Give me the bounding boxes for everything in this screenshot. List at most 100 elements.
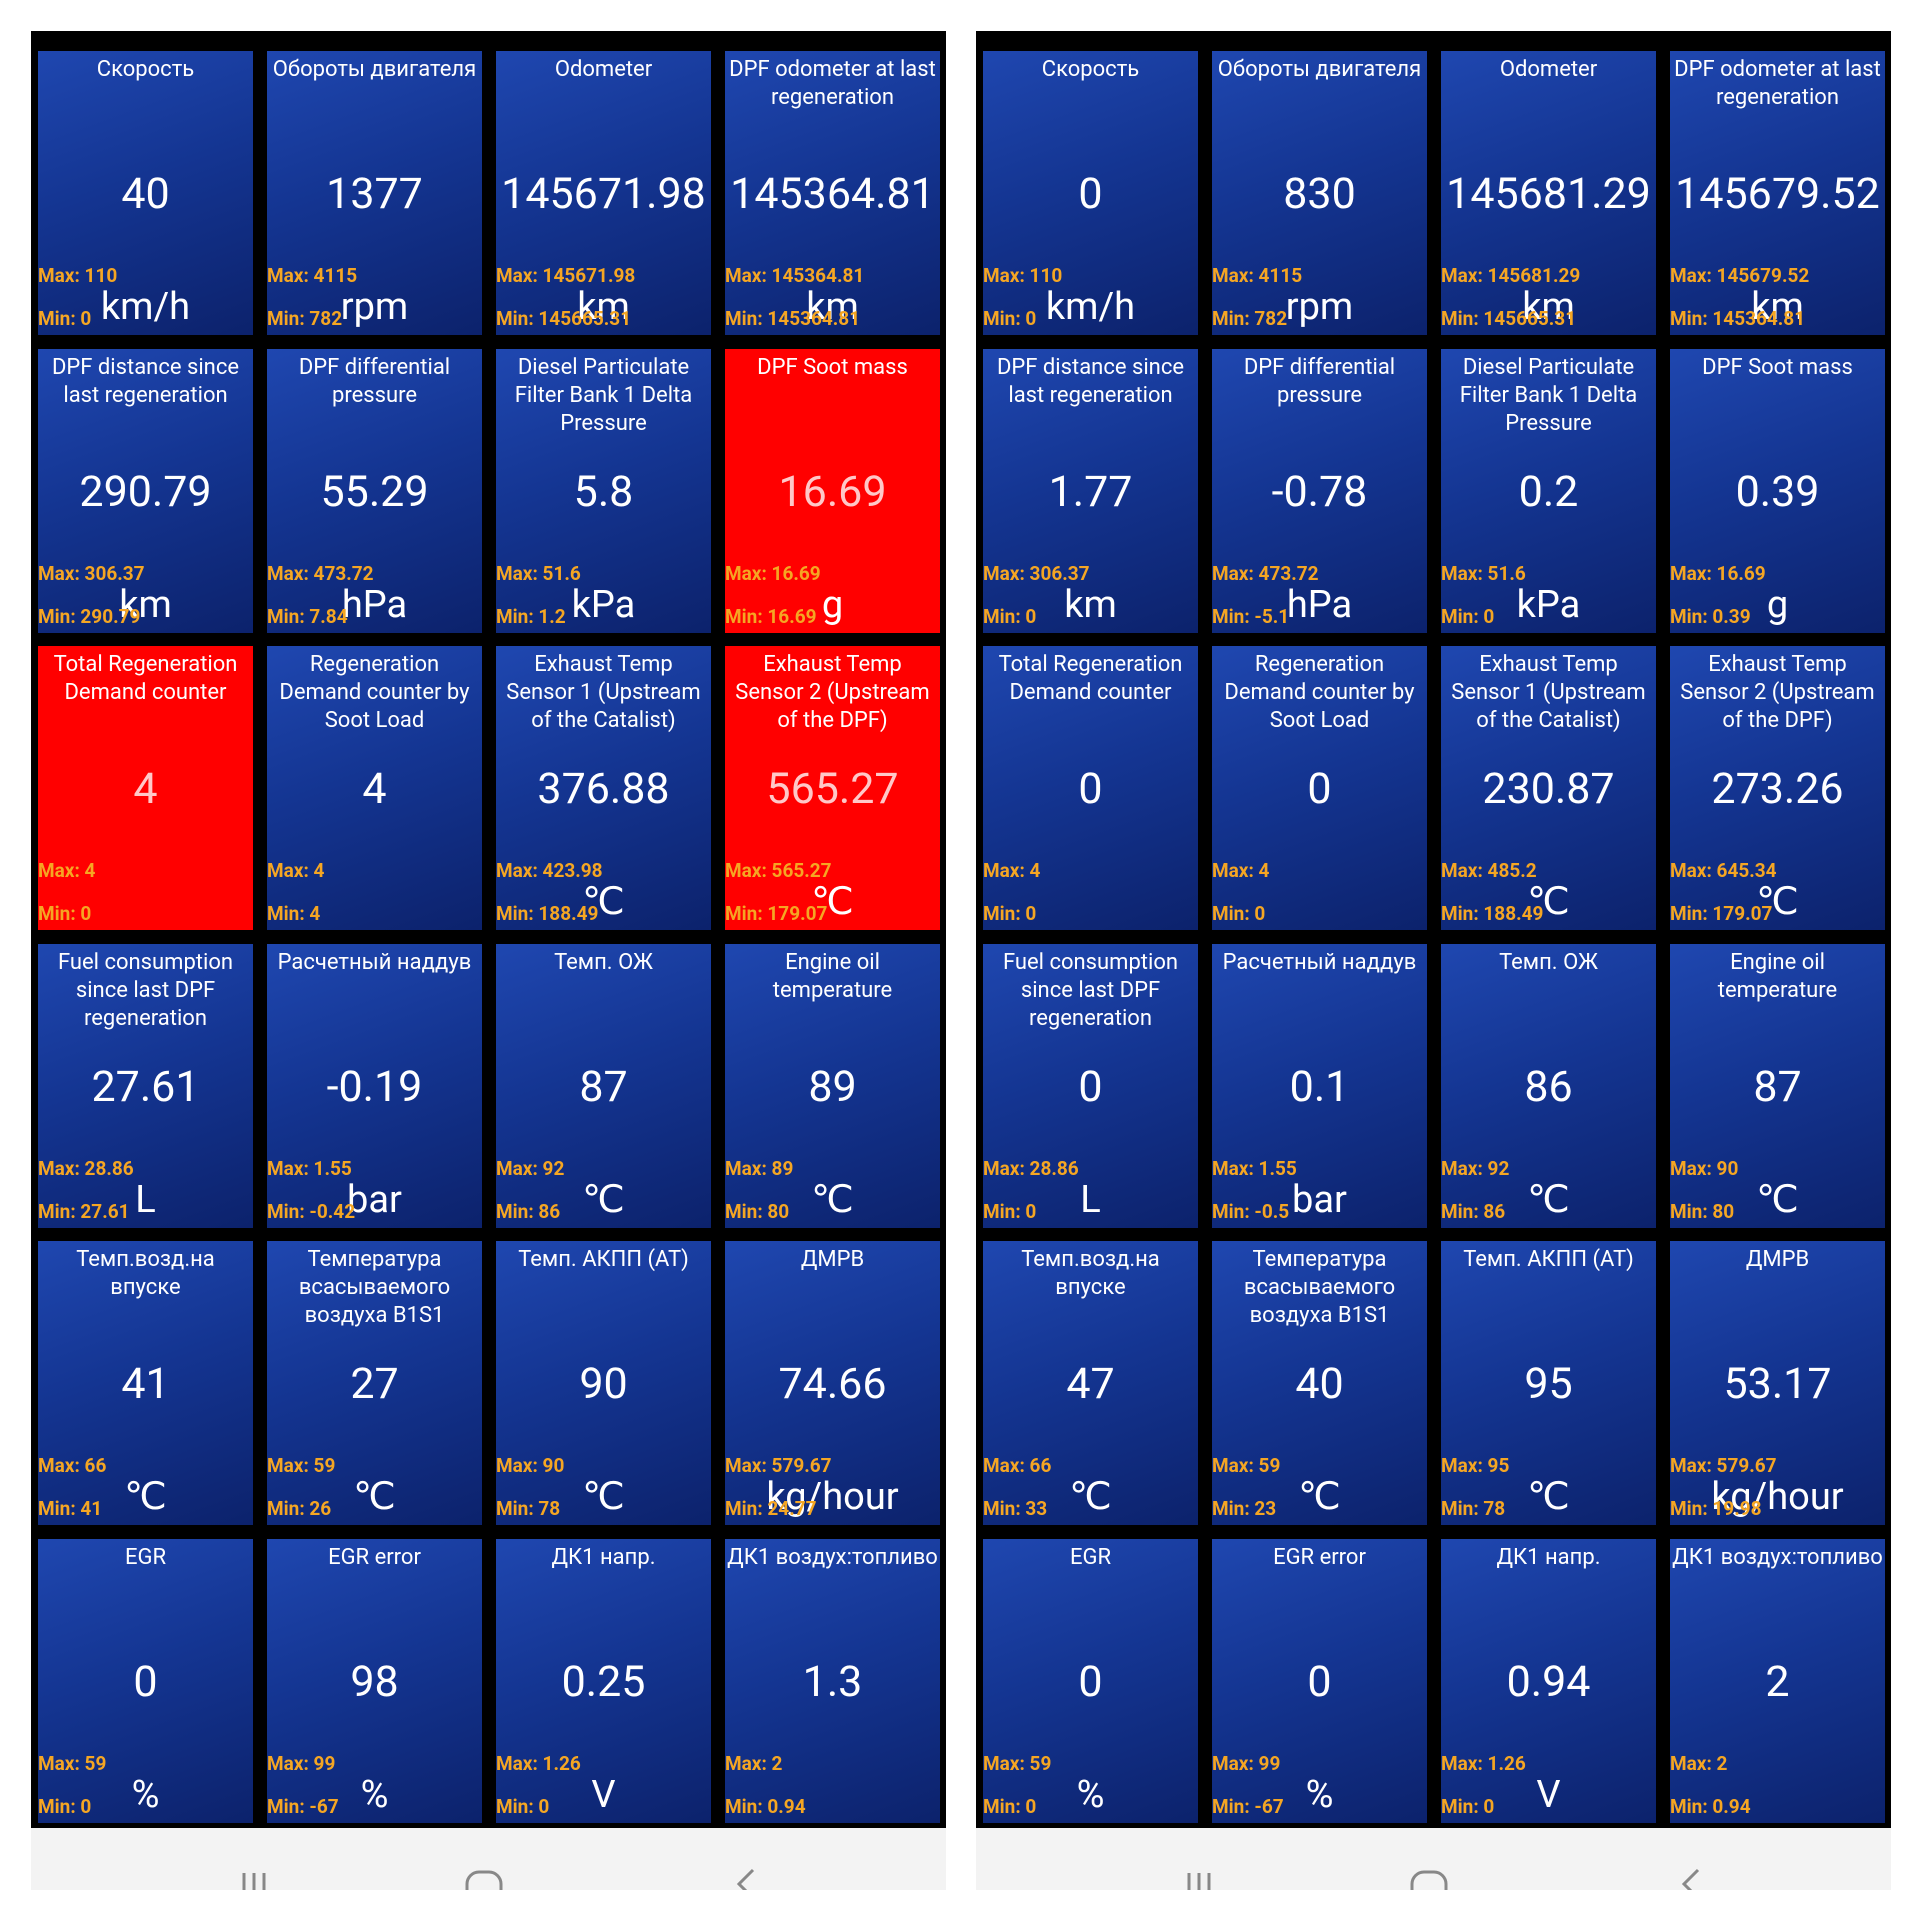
gauge-tile[interactable]: Обороты двигателя 830 rpm Max: 4115 Min: 782 xyxy=(1212,51,1427,335)
tile-value: 87 xyxy=(579,1061,628,1112)
tile-max: Max: 51.6 xyxy=(1441,561,1526,585)
gauge-tile[interactable]: Скорость 0 km/h Max: 110 Min: 0 xyxy=(983,51,1198,335)
gauge-tile[interactable]: DPF distance since last regeneration 1.77… xyxy=(983,348,1198,633)
gauge-tile[interactable]: EGR error 0% Max: 99 Min: -67 xyxy=(1212,1538,1427,1823)
screen-panel: Скорость 0 km/h Max: 110 Min: 0 Обороты двига… xyxy=(976,31,1891,1828)
gauge-tile[interactable]: Exhaust Temp Sensor 2 (Upstream of the D… xyxy=(1670,646,1885,930)
gauge-tile[interactable]: Regeneration Demand counter by Soot Load… xyxy=(1212,646,1427,930)
gauge-tile[interactable]: Exhaust Temp Sensor 1 (Upstream of the C… xyxy=(1441,646,1656,930)
gauge-tile[interactable]: Темп. АКПП (AT) 95 ℃ Max: 95 Min: 78 xyxy=(1441,1241,1656,1525)
tile-max: Max: 59 xyxy=(983,1751,1052,1775)
gauge-tile[interactable]: DPF differential pressure 55.29 hPa Max: 47… xyxy=(267,348,482,633)
tile-max: Max: 1.55 xyxy=(1212,1156,1297,1180)
gauge-tile[interactable]: Температура всасываемого воздуха B1S1 27 ℃… xyxy=(267,1241,482,1525)
tile-max: Max: 92 xyxy=(496,1156,565,1180)
tile-max: Max: 110 xyxy=(983,264,1063,287)
gauge-tile[interactable]: Odometer 145681.29 km Max: 145681.29 Min: 14… xyxy=(1441,51,1656,335)
gauge-tile[interactable]: Темп. ОЖ 87 ℃ Max: 92 Min: 86 xyxy=(496,943,711,1228)
gauge-tile[interactable]: Обороты двигателя 1377 rpm Max: 4115 Min: 78… xyxy=(267,51,482,335)
gauge-tile[interactable]: Regeneration Demand counter by Soot Load… xyxy=(267,646,482,930)
tile-min: Min: 86 xyxy=(496,1199,561,1223)
gauge-tile[interactable]: ДК1 напр. 0.94 V Max: 1.26 Min: 0 xyxy=(1441,1538,1656,1823)
tile-max: Max: 423.98 xyxy=(496,859,603,882)
tile-max: Max: 306.37 xyxy=(38,561,145,585)
tile-max: Max: 89 xyxy=(725,1156,794,1180)
tile-value: 87 xyxy=(1753,1061,1802,1112)
tile-min: Min: 0 xyxy=(983,1794,1037,1818)
tile-title: Regeneration Demand counter by Soot Load xyxy=(279,652,470,733)
gauge-tile[interactable]: Темп.возд.на впуске 41 ℃ Max: 66 Min: 41 xyxy=(38,1241,253,1525)
gauge-tile[interactable]: Скорость 40 km/h Max: 110 Min: 0 xyxy=(38,51,253,335)
gauge-tile[interactable]: DPF differential pressure -0.78 hPa Max: 47… xyxy=(1212,348,1427,633)
gauge-tile[interactable]: Diesel Particulate Filter Bank 1 Delta P… xyxy=(1441,348,1656,633)
tile-max: Max: 28.86 xyxy=(38,1156,134,1180)
gauge-tile[interactable]: ДК1 воздух:топливо 2 Max: 2 Min: 0.94 xyxy=(1670,1538,1885,1823)
home-icon[interactable] xyxy=(1410,1870,1448,1890)
tile-value: 145679.52 xyxy=(1675,169,1880,219)
tile-unit: ℃ xyxy=(582,1177,625,1222)
gauge-tile[interactable]: Diesel Particulate Filter Bank 1 Delta P… xyxy=(496,348,711,633)
tile-value: 0 xyxy=(1307,764,1332,814)
tile-min: Min: 33 xyxy=(983,1497,1048,1520)
tile-unit: km xyxy=(806,285,859,329)
gauge-tile[interactable]: Engine oil temperature 87 ℃ Max: 90 Min: 80 xyxy=(1670,943,1885,1228)
gauge-tile[interactable]: DPF Soot mass 16.69 g Max: 16.69 Min: 16.69 xyxy=(725,348,940,633)
tile-unit: ℃ xyxy=(124,1475,167,1519)
tile-unit: ℃ xyxy=(582,1475,625,1519)
tile-min: Min: -0.42 xyxy=(267,1199,356,1223)
tile-unit: km xyxy=(577,285,630,329)
gauge-tile[interactable]: ДК1 воздух:топливо 1.3 Max: 2 Min: 0.94 xyxy=(725,1538,940,1823)
gauge-tile[interactable]: EGR 0% Max: 59 Min: 0 xyxy=(38,1538,253,1823)
tile-min: Min: 80 xyxy=(725,1199,790,1223)
tile-unit: ℃ xyxy=(1756,880,1799,924)
tile-unit: kg/hour xyxy=(766,1475,899,1519)
tile-max: Max: 473.72 xyxy=(1212,561,1319,585)
gauge-tile[interactable]: Темп. АКПП (AT) 90 ℃ Max: 90 Min: 78 xyxy=(496,1241,711,1525)
tile-value: 0.25 xyxy=(561,1656,646,1707)
tile-max: Max: 95 xyxy=(1441,1454,1510,1477)
tile-value: 1.77 xyxy=(1048,466,1133,517)
gauge-tile[interactable]: DPF Soot mass 0.39 g Max: 16.69 Min: 0.39 xyxy=(1670,348,1885,633)
gauge-tile[interactable]: Fuel consumption since last DPF regenera… xyxy=(983,943,1198,1228)
gauge-tile[interactable]: Расчетный наддув -0.19 bar Max: 1.55 Min: -0… xyxy=(267,943,482,1228)
tile-unit: % xyxy=(360,1772,389,1817)
tile-min: Min: 27.61 xyxy=(38,1199,130,1223)
tile-max: Max: 99 xyxy=(1212,1751,1281,1775)
gauge-tile[interactable]: Exhaust Temp Sensor 1 (Upstream of the C… xyxy=(496,646,711,930)
gauge-tile[interactable]: Total Regeneration Demand counter 4 Max: 4… xyxy=(38,646,253,930)
gauge-tile[interactable]: ДМРВ 53.17 kg/hour Max: 579.67 Min: 19.98 xyxy=(1670,1241,1885,1525)
tile-unit: ℃ xyxy=(1527,1475,1570,1519)
tile-max: Max: 90 xyxy=(496,1454,565,1477)
tile-max: Max: 306.37 xyxy=(983,561,1090,585)
tile-title: Diesel Particulate Filter Bank 1 Delta P… xyxy=(514,354,693,436)
tile-title: Темп. АКПП (AT) xyxy=(1463,1247,1634,1272)
gauge-tile[interactable]: DPF odometer at last regeneration 145364.… xyxy=(725,51,940,335)
gauge-tile[interactable]: ДК1 напр. 0.25 V Max: 1.26 Min: 0 xyxy=(496,1538,711,1823)
tile-min: Min: 145665.31 xyxy=(496,307,632,330)
tile-value: 0 xyxy=(1078,1656,1103,1707)
tile-unit: % xyxy=(131,1772,160,1817)
gauge-tile[interactable]: EGR 0% Max: 59 Min: 0 xyxy=(983,1538,1198,1823)
gauge-tile[interactable]: Total Regeneration Demand counter 0 Max: 4… xyxy=(983,646,1198,930)
gauge-tile[interactable]: Темп.возд.на впуске 47 ℃ Max: 66 Min: 33 xyxy=(983,1241,1198,1525)
gauge-tile[interactable]: EGR error 98% Max: 99 Min: -67 xyxy=(267,1538,482,1823)
gauge-tile[interactable]: Odometer 145671.98 km Max: 145671.98 Min: 14… xyxy=(496,51,711,335)
gauge-tile[interactable]: Engine oil temperature 89 ℃ Max: 89 Min: 80 xyxy=(725,943,940,1228)
home-icon[interactable] xyxy=(465,1870,503,1890)
tile-title: Обороты двигателя xyxy=(272,57,477,82)
tile-title: Расчетный наддув xyxy=(1222,949,1417,975)
tile-value: 0.94 xyxy=(1506,1656,1591,1707)
back-icon[interactable] xyxy=(736,1868,755,1890)
gauge-tile[interactable]: ДМРВ 74.66 kg/hour Max: 579.67 Min: 24.77 xyxy=(725,1241,940,1525)
back-icon[interactable] xyxy=(1681,1868,1700,1890)
gauge-tile[interactable]: Темп. ОЖ 86 ℃ Max: 92 Min: 86 xyxy=(1441,943,1656,1228)
tile-value: 2 xyxy=(1765,1656,1790,1707)
gauge-tile[interactable]: DPF odometer at last regeneration 145679.… xyxy=(1670,51,1885,335)
tile-max: Max: 110 xyxy=(38,264,118,287)
gauge-tile[interactable]: DPF distance since last regeneration 290.… xyxy=(38,348,253,633)
gauge-tile[interactable]: Расчетный наддув 0.1 bar Max: 1.55 Min: -0.5 xyxy=(1212,943,1427,1228)
gauge-tile[interactable]: Температура всасываемого воздуха B1S1 40 ℃… xyxy=(1212,1241,1427,1525)
tile-value: 89 xyxy=(808,1061,857,1112)
gauge-tile[interactable]: Exhaust Temp Sensor 2 (Upstream of the D… xyxy=(725,646,940,930)
gauge-tile[interactable]: Fuel consumption since last DPF regenera… xyxy=(38,943,253,1228)
